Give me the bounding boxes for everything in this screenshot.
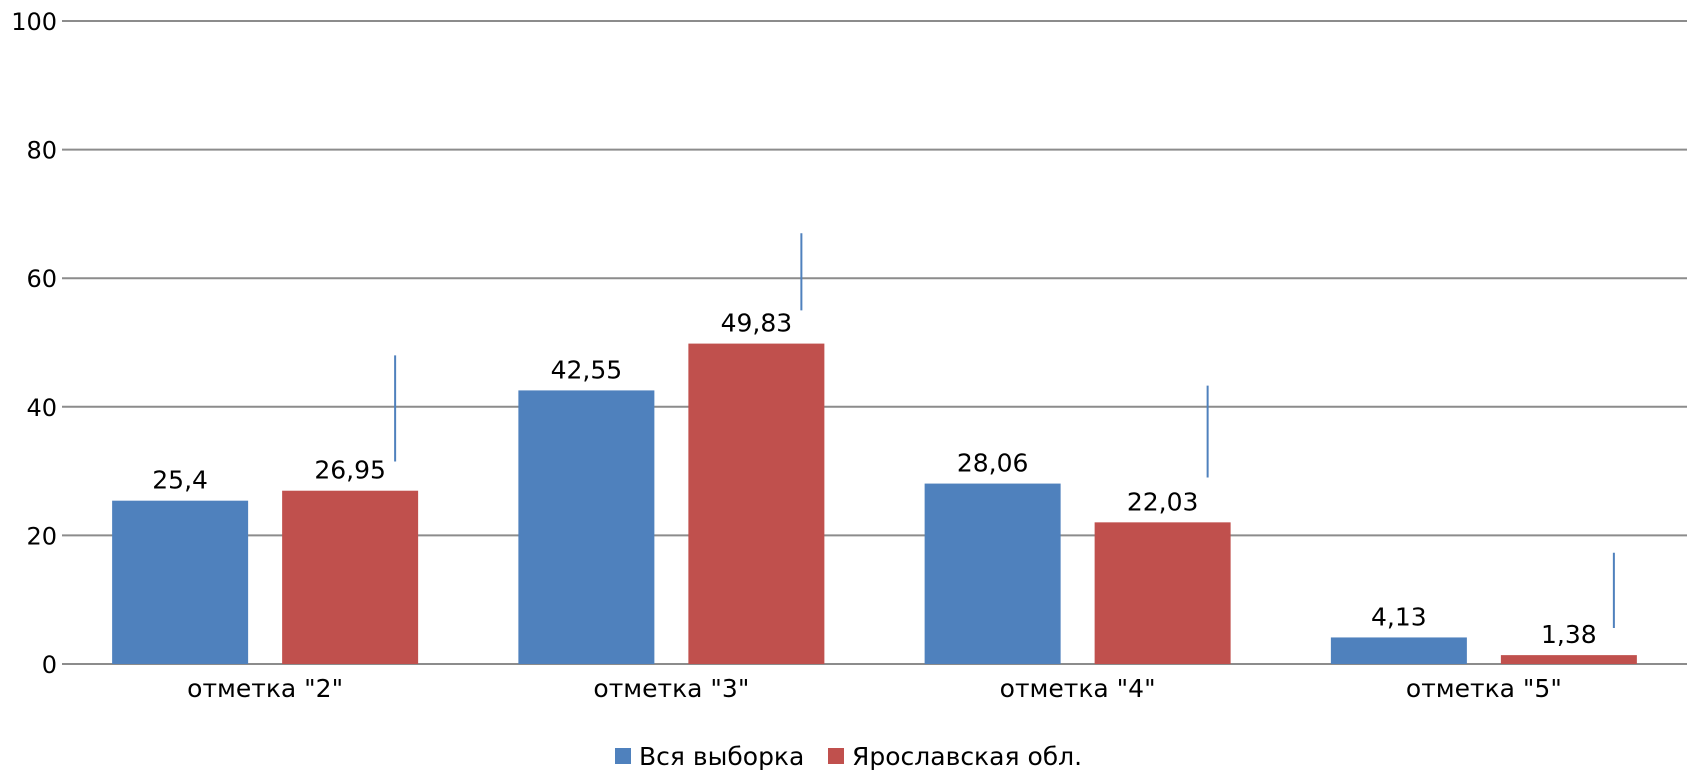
- bar-series1-cat1: [688, 343, 825, 664]
- bar-series0-cat1: [518, 390, 655, 664]
- data-label: 42,55: [551, 355, 623, 384]
- legend-swatch-0: [615, 748, 631, 764]
- bar-series0-cat3: [1330, 637, 1467, 664]
- category-label: отметка "4": [1000, 674, 1156, 703]
- y-tick-label: 0: [42, 651, 57, 679]
- y-tick-label: 60: [26, 265, 57, 293]
- data-label: 28,06: [957, 449, 1029, 478]
- legend-label-0: Вся выборка: [639, 742, 804, 770]
- y-tick-label: 100: [11, 8, 57, 36]
- data-label: 26,95: [314, 456, 386, 485]
- bar-series0-cat0: [112, 500, 249, 664]
- bar-series1-cat2: [1094, 522, 1231, 664]
- data-label: 49,83: [721, 309, 793, 338]
- data-label: 22,03: [1127, 487, 1199, 516]
- bars: [112, 343, 1637, 664]
- legend-label-1: Ярославская обл.: [852, 742, 1082, 770]
- data-label: 1,38: [1541, 620, 1597, 649]
- x-axis-categories: отметка "2" отметка "3" отметка "4" отметка…: [187, 674, 1562, 703]
- bar-series0-cat2: [924, 483, 1061, 664]
- y-tick-label: 80: [26, 137, 57, 165]
- data-labels: 25,4 26,95 42,55 49,83 28,06 22,03 4,13 1,38: [152, 309, 1596, 650]
- legend: Вся выборка Ярославская обл.: [615, 742, 1082, 770]
- y-axis-ticks: 0 20 40 60 80 100: [11, 8, 57, 679]
- bar-series1-cat3: [1500, 655, 1637, 664]
- bar-series1-cat0: [282, 490, 419, 664]
- y-tick-label: 40: [26, 394, 57, 422]
- category-label: отметка "5": [1406, 674, 1562, 703]
- category-label: отметка "3": [593, 674, 749, 703]
- y-tick-label: 20: [26, 522, 57, 550]
- category-label: отметка "2": [187, 674, 343, 703]
- data-label: 25,4: [152, 466, 208, 495]
- error-bars: [394, 233, 1615, 628]
- data-label: 4,13: [1371, 602, 1427, 631]
- legend-swatch-1: [828, 748, 844, 764]
